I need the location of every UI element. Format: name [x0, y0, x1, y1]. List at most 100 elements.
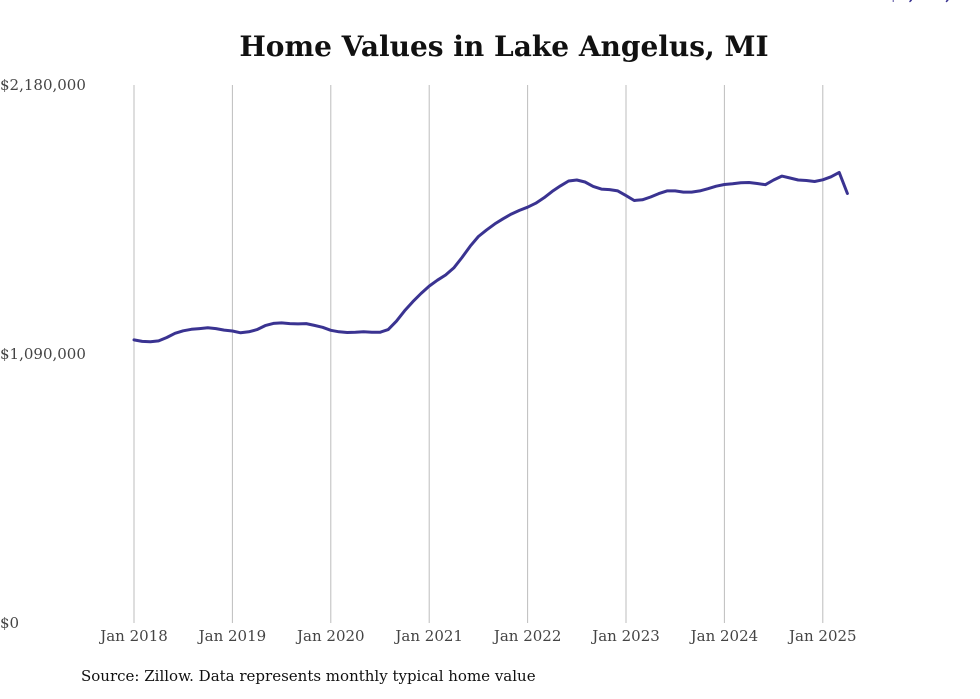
data-point [797, 179, 800, 182]
data-point [805, 179, 808, 182]
data-point [633, 199, 636, 202]
data-point [190, 328, 193, 331]
data-point [608, 188, 611, 191]
data-point [789, 177, 792, 180]
chart-title: Home Values in Lake Angelus, MI [239, 30, 769, 63]
data-point [198, 327, 201, 330]
data-point [215, 327, 218, 330]
data-point [510, 213, 513, 216]
data-point [288, 322, 291, 325]
end-value-label: $1,740,322 [888, 0, 980, 4]
y-tick-label: $1,090,000 [0, 345, 86, 363]
data-point [157, 339, 160, 342]
data-point [854, 0, 857, 2]
data-point [666, 189, 669, 192]
data-point [231, 330, 234, 333]
data-point [739, 181, 742, 184]
data-point [551, 190, 554, 193]
data-point [165, 336, 168, 339]
data-point [329, 329, 332, 332]
x-tick-label: Jan 2019 [197, 627, 267, 645]
data-point [436, 279, 439, 282]
x-axis-ticks: Jan 2018 Jan 2019 Jan 2020 Jan 2021 Jan 2022… [98, 627, 856, 645]
data-point [379, 331, 382, 334]
data-point [370, 331, 373, 334]
data-point [182, 329, 185, 332]
y-tick-label: $2,180,000 [0, 76, 86, 94]
data-point [592, 185, 595, 188]
data-point [846, 192, 849, 195]
data-point [272, 322, 275, 325]
data-point [338, 330, 341, 333]
x-tick-label: Jan 2020 [295, 627, 365, 645]
x-tick-label: Jan 2024 [689, 627, 759, 645]
data-point [772, 179, 775, 182]
data-point [641, 198, 644, 201]
data-point [280, 321, 283, 324]
x-tick-label: Jan 2022 [492, 627, 562, 645]
data-point [305, 322, 308, 325]
data-point [674, 189, 677, 192]
data-point [428, 285, 431, 288]
data-point [387, 328, 390, 331]
data-point [698, 189, 701, 192]
data-point [756, 182, 759, 185]
data-point [526, 206, 529, 209]
data-point [395, 320, 398, 323]
data-point [403, 309, 406, 312]
series-line [132, 170, 849, 344]
data-point [575, 179, 578, 182]
data-point [346, 331, 349, 334]
data-point [600, 188, 603, 191]
source-note: Source: Zillow. Data represents monthly … [81, 667, 536, 685]
data-point [420, 292, 423, 295]
data-point [502, 217, 505, 220]
data-point [223, 329, 226, 332]
x-tick-label: Jan 2021 [393, 627, 463, 645]
data-point [707, 187, 710, 190]
data-point [256, 328, 259, 331]
x-tick-label: Jan 2025 [787, 627, 857, 645]
data-point [133, 338, 136, 341]
data-point [690, 191, 693, 194]
data-point [534, 202, 537, 205]
data-point [748, 181, 751, 184]
data-point [625, 194, 628, 197]
data-point [723, 183, 726, 186]
data-point [411, 300, 414, 303]
data-point [830, 175, 833, 178]
data-point [616, 189, 619, 192]
data-point [297, 322, 300, 325]
data-point [871, 0, 874, 2]
data-point [452, 266, 455, 269]
grid-lines [133, 85, 824, 623]
data-point [206, 326, 209, 329]
data-point [649, 196, 652, 199]
data-point [444, 274, 447, 277]
data-point [813, 180, 816, 183]
y-tick-label: $0 [0, 614, 19, 632]
data-point [461, 256, 464, 259]
data-point [682, 191, 685, 194]
data-point [584, 180, 587, 183]
data-point [264, 324, 267, 327]
data-point [477, 235, 480, 238]
data-point [715, 185, 718, 188]
data-point [821, 178, 824, 181]
data-point [141, 340, 144, 343]
series-layer: $1,740,322 [132, 0, 980, 344]
data-point [149, 340, 152, 343]
y-axis-ticks: $0 $1,090,000 $2,180,000 [0, 76, 86, 632]
data-point [862, 0, 865, 2]
data-point [493, 222, 496, 225]
data-point [657, 192, 660, 195]
data-point [485, 228, 488, 231]
data-point [321, 326, 324, 329]
data-point [731, 182, 734, 185]
data-point [518, 209, 521, 212]
data-point [247, 330, 250, 333]
data-point [543, 196, 546, 199]
data-point [559, 184, 562, 187]
data-point [469, 245, 472, 248]
